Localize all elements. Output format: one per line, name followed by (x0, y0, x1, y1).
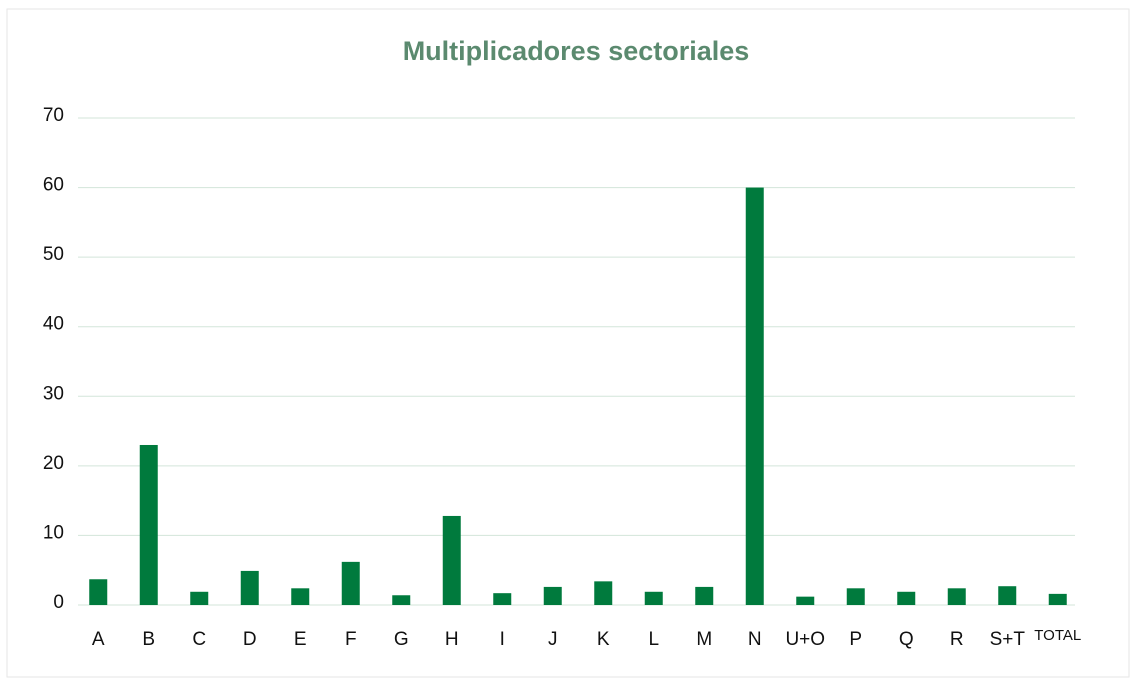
bar (240, 570, 259, 605)
x-tick-label: M (696, 629, 712, 650)
bar (89, 579, 108, 605)
x-tick-label: N (748, 629, 762, 650)
y-tick-label: 50 (43, 244, 64, 265)
bar (745, 187, 764, 606)
bar (846, 588, 865, 605)
x-tick-label: L (648, 629, 659, 650)
x-tick-label: A (92, 629, 105, 650)
x-tick-label: Q (899, 629, 914, 650)
chart-title: Multiplicadores sectoriales (403, 36, 750, 66)
x-tick-label: B (142, 629, 155, 650)
bar (897, 591, 916, 605)
x-tick-label: J (548, 629, 558, 650)
bar (291, 588, 310, 605)
x-tick-label: C (192, 629, 206, 650)
y-tick-label: 10 (43, 522, 64, 543)
x-tick-label: TOTAL (1034, 627, 1081, 644)
y-tick-label: 0 (53, 592, 64, 613)
x-tick-label: H (445, 629, 459, 650)
bar (139, 444, 158, 605)
y-tick-label: 70 (43, 105, 64, 126)
x-tick-label: D (243, 629, 257, 650)
bar (392, 595, 411, 605)
y-tick-label: 20 (43, 453, 64, 474)
bar (998, 586, 1017, 605)
y-tick-label: 40 (43, 314, 64, 335)
bar (644, 591, 663, 605)
bar (442, 515, 461, 605)
bar (947, 588, 966, 605)
x-tick-label: R (950, 629, 964, 650)
x-tick-label: U+O (785, 629, 825, 650)
bar (796, 596, 815, 605)
x-tick-label: K (597, 629, 610, 650)
bar (1048, 593, 1067, 605)
x-tick-label: I (500, 629, 505, 650)
y-tick-label: 30 (43, 383, 64, 404)
x-tick-label: G (394, 629, 409, 650)
y-tick-label: 60 (43, 175, 64, 196)
bar (190, 591, 209, 605)
bar (695, 586, 714, 605)
x-tick-label: E (294, 629, 307, 650)
bar (594, 581, 613, 605)
bar (543, 586, 562, 605)
x-tick-label: F (345, 629, 357, 650)
x-tick-label: S+T (990, 629, 1026, 650)
chart-frame (6, 8, 1130, 678)
bar (493, 593, 512, 605)
bar (341, 561, 360, 605)
x-tick-label: P (849, 629, 862, 650)
